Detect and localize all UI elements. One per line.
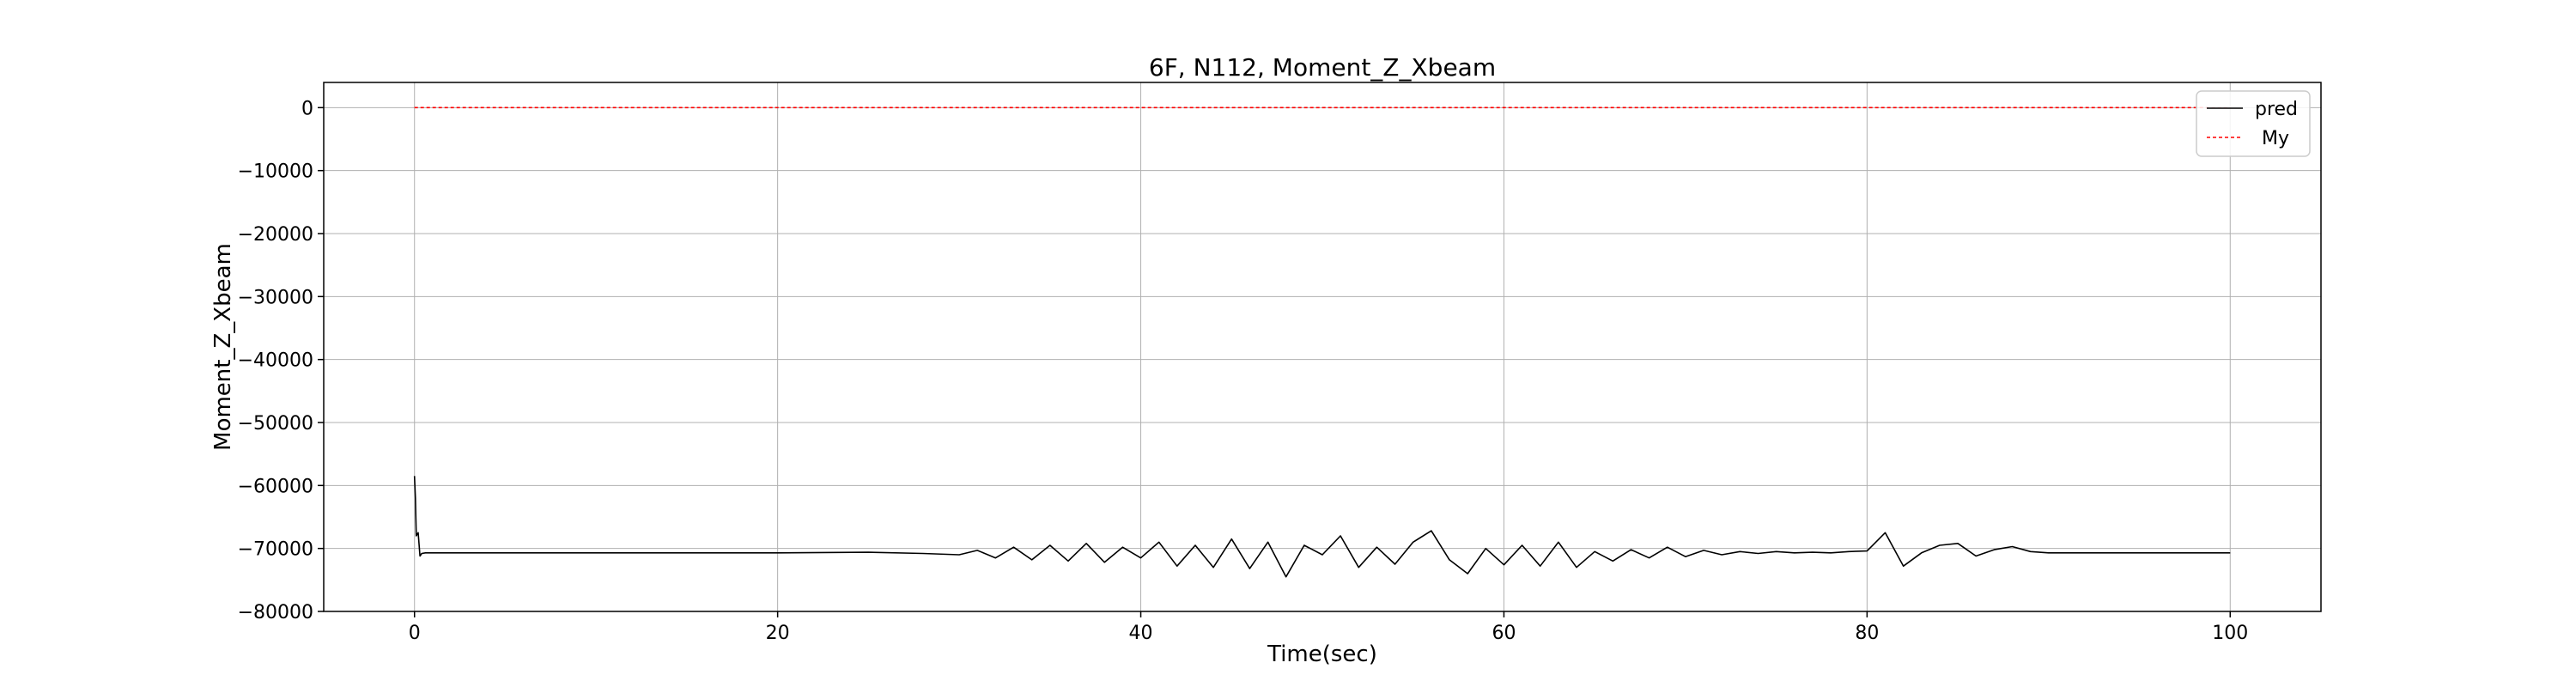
x-tick-label: 40 [1129, 623, 1153, 644]
y-tick-label: −70000 [238, 539, 313, 561]
legend-my-label: My [2262, 128, 2289, 149]
y-axis: 0 −10000 −20000 −30000 −40000 −50000 −60000 −70… [238, 98, 324, 623]
x-axis: 0 20 40 60 80 100 [409, 611, 2248, 644]
legend-pred-label: pred [2255, 99, 2298, 120]
y-axis-title: Moment_Z_Xbeam [210, 243, 236, 451]
series-line-pred [413, 476, 2231, 578]
y-tick-label: −50000 [238, 413, 313, 435]
legend-box [2196, 90, 2311, 157]
y-tick-label: −40000 [238, 350, 313, 372]
x-tick-label: 100 [2212, 623, 2248, 644]
x-tick-label: 0 [409, 623, 421, 644]
y-tick-label: 0 [301, 98, 313, 119]
plot-area [413, 106, 2231, 578]
y-tick-label: −30000 [238, 287, 313, 308]
chart-title: 6F, N112, Moment_Z_Xbeam [1149, 53, 1496, 82]
x-tick-label: 80 [1855, 623, 1879, 644]
y-tick-label: −20000 [238, 224, 313, 246]
x-tick-label: 60 [1492, 623, 1516, 644]
legend: pred My [2196, 90, 2311, 157]
y-tick-label: −10000 [238, 161, 313, 183]
y-tick-label: −80000 [238, 602, 313, 623]
x-axis-title: Time(sec) [1267, 641, 1377, 667]
grid [324, 82, 2321, 612]
y-tick-label: −60000 [238, 476, 313, 497]
plot-frame [323, 82, 2322, 612]
x-tick-label: 20 [766, 623, 790, 644]
